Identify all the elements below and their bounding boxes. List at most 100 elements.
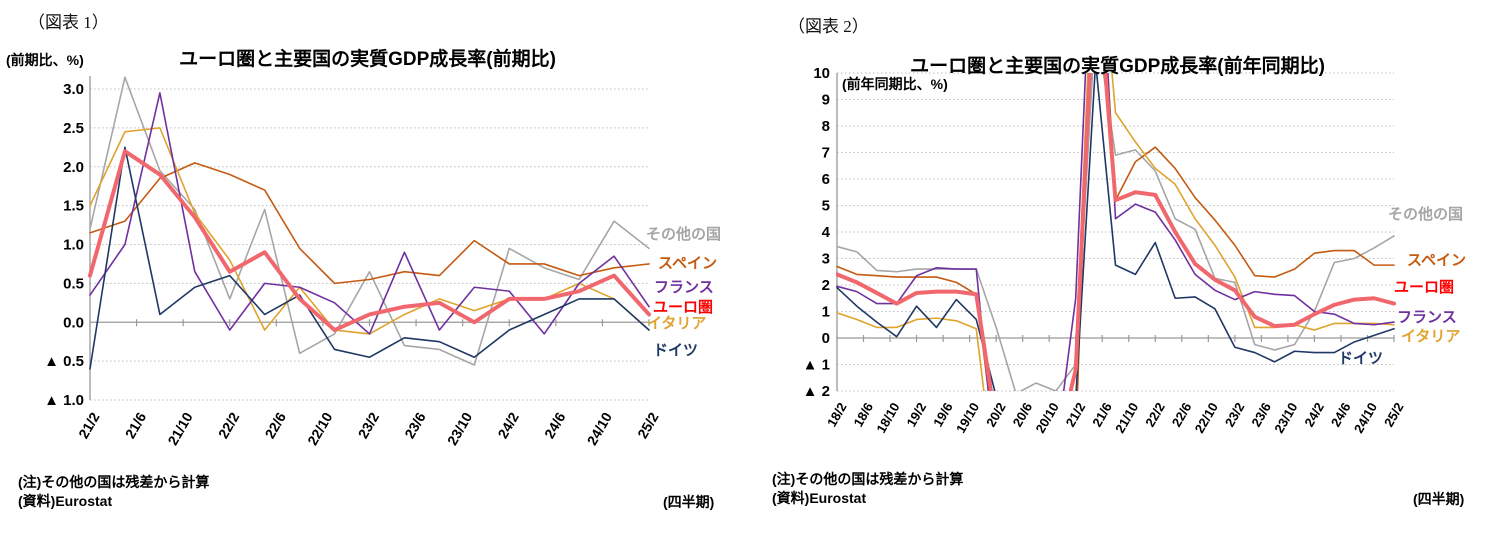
svg-text:8: 8 [822,118,830,135]
figure2-gridlines [837,72,1394,392]
svg-text:2.0: 2.0 [63,159,84,176]
svg-text:22/6: 22/6 [261,409,289,441]
figure1-legend-label-france: フランス [654,279,714,296]
figure2-series-line-others [836,73,1395,391]
figure1-caption: （図表 1） [28,13,109,32]
figure1-frequency-label: (四半期) [663,494,715,510]
svg-text:21/2: 21/2 [1063,400,1089,429]
figure1-legend-label-spain: スペイン [658,255,717,272]
svg-text:18/2: 18/2 [824,400,850,429]
svg-text:18/6: 18/6 [850,400,876,429]
figure2-x-labels: 18/2 18/618/10 19/2 19/619/10 20/2 20/620/10 2… [824,400,1407,436]
svg-text:2.5: 2.5 [63,120,84,137]
svg-text:1.5: 1.5 [63,198,84,215]
figure2-legend-label-spain: スペイン [1407,252,1466,269]
svg-text:20/2: 20/2 [983,400,1009,429]
figure2-series-line-germany [836,73,1395,391]
figure1-legend-label-italy: イタリア [647,315,707,332]
svg-text:7: 7 [822,145,830,162]
svg-text:23/6: 23/6 [1248,400,1274,429]
svg-text:22/10: 22/10 [1192,400,1221,436]
figure2-legend-label-france: フランス [1397,309,1457,326]
svg-text:10: 10 [813,65,830,82]
figure2-note-1: (注)その他の国は残差から計算 [772,471,964,487]
figure2-legend-label-italy: イタリア [1401,328,1461,345]
svg-text:0.5: 0.5 [63,275,84,292]
svg-text:24/10: 24/10 [584,409,615,448]
svg-text:3: 3 [822,251,830,268]
figure1-series-line-others [89,76,650,366]
svg-text:0: 0 [822,330,830,347]
svg-text:19/6: 19/6 [930,400,956,429]
figure2-series-line-euro [836,73,1396,391]
figure2-legend-label-euro: ユーロ圏 [1394,279,1455,296]
svg-text:25/2: 25/2 [1381,400,1407,429]
svg-text:25/2: 25/2 [634,409,662,441]
figure2-unit-label: (前年同期比、%) [842,76,948,92]
figure1-legend-label-euro: ユーロ圏 [653,299,714,316]
svg-text:23/10: 23/10 [444,409,475,448]
svg-text:20/10: 20/10 [1033,400,1062,436]
figure1-x-labels: 21/2 21/6 21/10 22/2 22/6 22/10 23/2 23/6 23/10 2… [75,409,662,448]
svg-text:19/10: 19/10 [953,400,982,436]
figure2-legend-label-germany: ドイツ [1338,350,1384,367]
figure1-legend-label-germany: ドイツ [653,342,699,359]
figure1-gridlines [90,88,649,401]
svg-text:▲ 1: ▲ 1 [803,357,830,374]
svg-text:19/2: 19/2 [904,400,930,429]
svg-text:18/10: 18/10 [873,400,902,436]
figure1-legend-label-others: その他の国 [646,226,722,243]
figure2-title: ユーロ圏と主要国の実質GDP成長率(前年同期比) [910,56,1325,77]
figure2-x-ticks [836,335,1395,342]
svg-text:21/2: 21/2 [75,409,103,441]
figure1-unit-label: (前期比、%) [6,52,84,68]
svg-text:22/6: 22/6 [1169,400,1195,429]
svg-text:3.0: 3.0 [63,81,84,98]
figure2-legend-label-others: その他の国 [1388,206,1464,223]
svg-text:▲ 0.5: ▲ 0.5 [44,353,84,370]
svg-text:21/10: 21/10 [164,409,195,448]
figure2-series-line-france [836,73,1395,391]
svg-text:22/2: 22/2 [215,409,243,441]
svg-text:6: 6 [822,171,830,188]
svg-text:4: 4 [822,224,831,241]
figure1-series-line-france [89,92,650,335]
figure1-y-labels: 3.0 2.5 2.0 1.5 1.0 0.5 0.0 ▲ 0.5 ▲ 1.0 [44,81,84,409]
svg-text:24/2: 24/2 [1301,400,1327,429]
svg-text:24/10: 24/10 [1351,400,1380,436]
figure1-series-line-euro [88,149,651,333]
svg-text:24/6: 24/6 [1328,400,1354,429]
svg-text:23/10: 23/10 [1271,400,1300,436]
figure1-title: ユーロ圏と主要国の実質GDP成長率(前期比) [179,49,556,70]
svg-text:▲ 2: ▲ 2 [803,383,830,400]
figure1-note-2: (資料)Eurostat [18,493,113,509]
svg-text:5: 5 [822,198,830,215]
svg-text:23/6: 23/6 [401,409,429,441]
svg-text:1: 1 [822,304,830,321]
figure2-caption: （図表 2） [788,17,869,36]
svg-text:23/2: 23/2 [1222,400,1248,429]
svg-text:20/6: 20/6 [1010,400,1036,429]
svg-text:23/2: 23/2 [355,409,383,441]
figure2-note-2: (資料)Eurostat [772,490,867,506]
svg-text:22/2: 22/2 [1142,400,1168,429]
svg-text:24/6: 24/6 [541,409,569,441]
svg-text:24/2: 24/2 [494,409,522,441]
svg-text:21/6: 21/6 [1089,400,1115,429]
figure1-x-ticks [89,319,650,327]
svg-text:2: 2 [822,277,830,294]
svg-text:21/10: 21/10 [1112,400,1141,436]
svg-text:21/6: 21/6 [122,409,150,441]
figure2-frequency-label: (四半期) [1413,491,1465,507]
figure2-series-line-italy [836,73,1395,391]
svg-text:22/10: 22/10 [304,409,335,448]
svg-text:9: 9 [822,92,830,109]
figure1-plot: 21/2 21/6 21/10 22/2 22/6 22/10 23/2 23/6 23/10 2… [44,76,662,448]
svg-text:▲ 1.0: ▲ 1.0 [44,392,84,409]
figure1-series-line-germany [89,146,650,370]
svg-text:1.0: 1.0 [63,237,84,254]
figure1-note-1: (注)その他の国は残差から計算 [18,474,210,490]
